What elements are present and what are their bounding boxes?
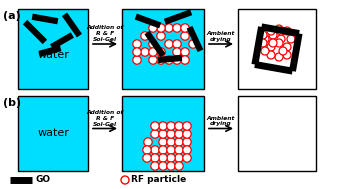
- Bar: [122, 96, 204, 171]
- Circle shape: [277, 35, 285, 43]
- Circle shape: [149, 40, 157, 48]
- Circle shape: [175, 138, 183, 146]
- Circle shape: [175, 130, 183, 138]
- Circle shape: [149, 24, 157, 32]
- Circle shape: [181, 48, 189, 56]
- Circle shape: [261, 47, 269, 55]
- Circle shape: [157, 56, 165, 64]
- Circle shape: [159, 154, 167, 162]
- Circle shape: [151, 162, 159, 170]
- Circle shape: [287, 35, 295, 43]
- Circle shape: [183, 130, 191, 138]
- Circle shape: [175, 146, 183, 154]
- Text: GO: GO: [35, 176, 50, 184]
- Circle shape: [165, 24, 173, 32]
- Text: water: water: [37, 50, 69, 60]
- Text: Addition of
R & F
Sol-Gel: Addition of R & F Sol-Gel: [86, 110, 124, 126]
- Circle shape: [143, 154, 151, 162]
- Circle shape: [173, 48, 181, 56]
- Text: water: water: [37, 129, 69, 139]
- Circle shape: [275, 39, 283, 47]
- Circle shape: [283, 43, 291, 51]
- Circle shape: [151, 154, 159, 162]
- Circle shape: [275, 25, 283, 33]
- Circle shape: [159, 122, 167, 130]
- Circle shape: [183, 138, 191, 146]
- Circle shape: [121, 176, 129, 184]
- Circle shape: [173, 24, 181, 32]
- Bar: [238, 96, 316, 171]
- Circle shape: [181, 56, 189, 64]
- Circle shape: [167, 122, 175, 130]
- Circle shape: [151, 146, 159, 154]
- Circle shape: [175, 154, 183, 162]
- Circle shape: [261, 35, 269, 43]
- Circle shape: [267, 51, 275, 59]
- Circle shape: [167, 146, 175, 154]
- Circle shape: [279, 47, 287, 55]
- Circle shape: [283, 51, 291, 59]
- Circle shape: [175, 122, 183, 130]
- Circle shape: [141, 32, 149, 40]
- Bar: [18, 9, 88, 89]
- Circle shape: [183, 122, 191, 130]
- Text: (a): (a): [3, 11, 21, 21]
- Circle shape: [143, 146, 151, 154]
- Circle shape: [267, 27, 275, 35]
- Circle shape: [167, 162, 175, 170]
- Circle shape: [165, 56, 173, 64]
- Circle shape: [189, 40, 197, 48]
- Circle shape: [165, 40, 173, 48]
- Circle shape: [181, 32, 189, 40]
- Circle shape: [267, 43, 275, 51]
- Circle shape: [183, 146, 191, 154]
- Circle shape: [157, 48, 165, 56]
- Circle shape: [133, 40, 141, 48]
- Circle shape: [144, 138, 152, 146]
- Circle shape: [167, 154, 175, 162]
- Circle shape: [141, 48, 149, 56]
- Circle shape: [157, 24, 165, 32]
- Circle shape: [269, 31, 277, 39]
- Circle shape: [157, 32, 165, 40]
- Circle shape: [175, 162, 183, 170]
- Text: Addition of
R & F
Sol-Gel: Addition of R & F Sol-Gel: [86, 25, 124, 42]
- Circle shape: [269, 39, 277, 47]
- Circle shape: [259, 31, 267, 39]
- Circle shape: [173, 56, 181, 64]
- Circle shape: [167, 138, 175, 146]
- Circle shape: [133, 48, 141, 56]
- Circle shape: [159, 146, 167, 154]
- Circle shape: [151, 130, 159, 138]
- Circle shape: [275, 53, 283, 61]
- Circle shape: [159, 138, 167, 146]
- Circle shape: [149, 48, 157, 56]
- Text: RF particle: RF particle: [131, 176, 186, 184]
- Circle shape: [259, 39, 267, 47]
- Circle shape: [133, 56, 141, 64]
- Bar: [122, 9, 204, 89]
- Circle shape: [167, 130, 175, 138]
- Bar: [238, 9, 316, 89]
- Circle shape: [277, 27, 285, 35]
- Bar: [18, 96, 88, 171]
- Circle shape: [283, 27, 291, 35]
- Text: Ambient
drying: Ambient drying: [207, 116, 235, 126]
- Circle shape: [173, 40, 181, 48]
- Circle shape: [151, 122, 159, 130]
- Circle shape: [149, 56, 157, 64]
- Circle shape: [183, 154, 191, 162]
- Text: Ambient
drying: Ambient drying: [207, 31, 235, 42]
- Text: (b): (b): [3, 98, 21, 108]
- Circle shape: [159, 130, 167, 138]
- Circle shape: [159, 162, 167, 170]
- Circle shape: [181, 24, 189, 32]
